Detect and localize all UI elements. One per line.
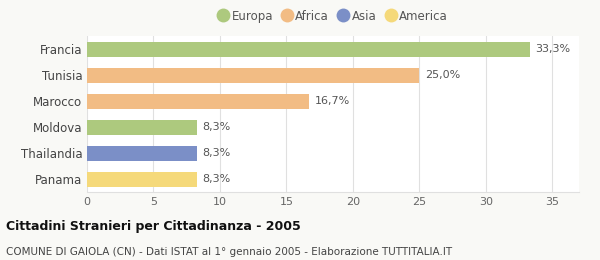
- Text: COMUNE DI GAIOLA (CN) - Dati ISTAT al 1° gennaio 2005 - Elaborazione TUTTITALIA.: COMUNE DI GAIOLA (CN) - Dati ISTAT al 1°…: [6, 247, 452, 257]
- Text: 25,0%: 25,0%: [425, 70, 460, 80]
- Text: 33,3%: 33,3%: [535, 44, 570, 54]
- Bar: [87, 68, 419, 82]
- Bar: [87, 94, 309, 108]
- Text: 8,3%: 8,3%: [203, 174, 231, 184]
- Bar: [87, 172, 197, 186]
- Bar: [87, 146, 197, 160]
- Text: Cittadini Stranieri per Cittadinanza - 2005: Cittadini Stranieri per Cittadinanza - 2…: [6, 220, 301, 233]
- Text: 8,3%: 8,3%: [203, 148, 231, 158]
- Bar: [87, 42, 530, 57]
- Text: 8,3%: 8,3%: [203, 122, 231, 132]
- Bar: [87, 120, 197, 134]
- Legend: Europa, Africa, Asia, America: Europa, Africa, Asia, America: [214, 5, 452, 27]
- Text: 16,7%: 16,7%: [314, 96, 350, 106]
